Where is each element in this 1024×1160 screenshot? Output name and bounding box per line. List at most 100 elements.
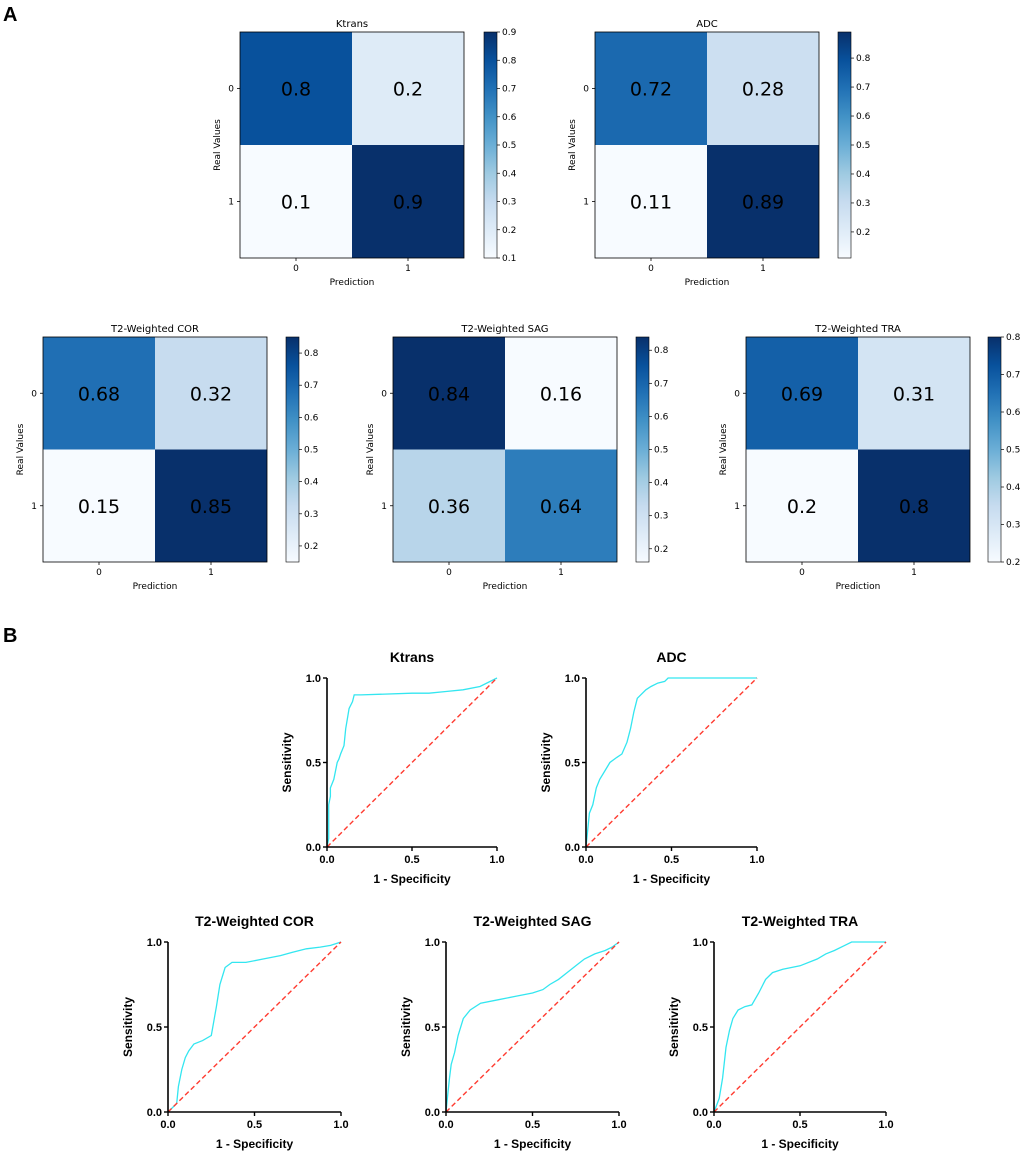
colorbar: [483, 31, 498, 259]
colorbar-tick-label: 0.4: [856, 170, 871, 180]
cm-cell: [352, 32, 464, 145]
cm-ytick-label: 1: [31, 502, 37, 512]
colorbar-tick-label: 0.4: [654, 479, 669, 489]
cm-cell-value: 0.15: [78, 496, 120, 518]
roc-xtick-label: 1.0: [878, 1119, 893, 1131]
cm-cell: [746, 337, 858, 450]
colorbar-tick-label: 0.6: [654, 412, 669, 422]
cm-xtick-label: 1: [911, 568, 917, 578]
colorbar: [987, 336, 1002, 563]
colorbar-tick-label: 0.5: [654, 446, 668, 456]
roc-ytick-label: 0.0: [693, 1107, 708, 1119]
colorbar-tick-label: 0.5: [856, 141, 870, 151]
colorbar-tick-label: 0.3: [502, 198, 516, 208]
roc-xlabel: 1 - Specificity: [761, 1137, 839, 1151]
cm-cell-value: 0.32: [190, 383, 232, 405]
confusion-matrix-1: 0.72 0.28 0.11 0.89 ADC 0 1 0 1 Prediction Real Va…: [568, 19, 871, 288]
colorbar-tick-label: 0.7: [654, 379, 668, 389]
cm-cell-value: 0.64: [540, 496, 582, 518]
chance-line: [445, 941, 620, 1113]
colorbar-tick-label: 0.3: [856, 199, 870, 209]
roc-ytick-label: 0.5: [693, 1022, 708, 1034]
cm-cell: [505, 449, 617, 562]
roc-ylabel: Sensitivity: [399, 997, 413, 1057]
roc-chart-1: ADC 0.0 0.5 1.0 0.0 0.5 1.0 1 - Specificity Sens…: [539, 649, 765, 886]
cm-cell: [858, 449, 970, 562]
colorbar: [285, 336, 300, 563]
cm-cell-value: 0.8: [899, 496, 929, 518]
roc-chart-3: T2-Weighted SAG 0.0 0.5 1.0 0.0 0.5 1.0 1 - Spe…: [399, 913, 627, 1151]
colorbar-tick-label: 0.8: [856, 54, 871, 64]
cm-cell: [707, 145, 819, 258]
colorbar-tick-label: 0.8: [304, 349, 319, 359]
roc-xtick-label: 0.0: [160, 1119, 175, 1131]
roc-curve: [445, 941, 620, 1113]
cm-ytick-label: 1: [734, 502, 740, 512]
colorbar-tick-label: 0.3: [304, 510, 318, 520]
chance-line: [326, 677, 498, 848]
roc-xlabel: 1 - Specificity: [633, 872, 711, 886]
cm-cell: [505, 337, 617, 450]
roc-title: Ktrans: [390, 649, 435, 665]
roc-ytick-label: 1.0: [425, 937, 440, 949]
roc-ylabel: Sensitivity: [280, 732, 294, 792]
roc-ytick-label: 0.0: [147, 1107, 162, 1119]
cm-cell: [240, 32, 352, 145]
cm-xtick-label: 0: [648, 264, 654, 274]
colorbar-tick-label: 0.4: [1006, 483, 1021, 493]
cm-cell-value: 0.16: [540, 383, 582, 405]
cm-cell-value: 0.31: [893, 383, 935, 405]
cm-xtick-label: 1: [760, 264, 766, 274]
roc-ylabel: Sensitivity: [121, 997, 135, 1057]
cm-cell: [240, 145, 352, 258]
cm-cell-value: 0.8: [281, 79, 311, 101]
roc-title: T2-Weighted COR: [195, 913, 314, 929]
roc-ytick-label: 0.5: [147, 1022, 162, 1034]
roc-xlabel: 1 - Specificity: [373, 872, 451, 886]
roc-xtick-label: 0.0: [319, 854, 334, 866]
roc-ytick-label: 0.5: [425, 1022, 440, 1034]
cm-ytick-label: 0: [381, 389, 387, 399]
cm-ylabel: Real Values: [719, 423, 729, 475]
roc-ytick-label: 0.5: [306, 758, 321, 770]
roc-curve: [167, 941, 342, 1113]
cm-cell: [595, 145, 707, 258]
roc-title: T2-Weighted SAG: [474, 913, 592, 929]
cm-cell: [393, 337, 505, 450]
cm-cell-value: 0.89: [742, 192, 784, 214]
roc-xtick-label: 0.5: [664, 854, 679, 866]
colorbar-tick-label: 0.6: [304, 413, 319, 423]
colorbar-tick-label: 0.4: [502, 169, 517, 179]
colorbar-tick-label: 0.2: [1006, 558, 1020, 568]
colorbar-tick-label: 0.5: [1006, 446, 1020, 456]
confusion-matrix-4: 0.69 0.31 0.2 0.8 T2-Weighted TRA 0 1 0 1 Predict…: [719, 324, 1021, 592]
cm-title: ADC: [696, 19, 718, 30]
cm-frame: [42, 336, 268, 563]
roc-xtick-label: 0.5: [404, 854, 419, 866]
confusion-matrix-2: 0.68 0.32 0.15 0.85 T2-Weighted COR 0 1 0 1 Predi…: [16, 324, 319, 592]
roc-ytick-label: 1.0: [147, 937, 162, 949]
cm-ytick-label: 0: [31, 389, 37, 399]
roc-xtick-label: 0.5: [525, 1119, 540, 1131]
colorbar-tick-label: 0.2: [304, 542, 318, 552]
panel-label-a: A: [3, 4, 18, 26]
cm-xtick-label: 1: [208, 568, 214, 578]
cm-cell-value: 0.28: [742, 79, 784, 101]
cm-cell-value: 0.2: [393, 79, 423, 101]
roc-ytick-label: 1.0: [306, 673, 321, 685]
roc-xtick-label: 1.0: [611, 1119, 626, 1131]
colorbar-tick-label: 0.8: [654, 346, 669, 356]
cm-cell: [43, 449, 155, 562]
cm-cell: [43, 337, 155, 450]
colorbar-tick-label: 0.5: [502, 141, 516, 151]
colorbar-tick-label: 0.7: [856, 83, 870, 93]
roc-xtick-label: 1.0: [333, 1119, 348, 1131]
roc-xtick-label: 0.5: [792, 1119, 807, 1131]
cm-cell: [707, 32, 819, 145]
roc-ytick-label: 0.0: [565, 842, 580, 854]
colorbar: [635, 336, 650, 563]
roc-ytick-label: 1.0: [693, 937, 708, 949]
cm-title: T2-Weighted COR: [110, 324, 199, 335]
colorbar-tick-label: 0.7: [502, 85, 516, 95]
panel-label-b: B: [3, 625, 18, 647]
